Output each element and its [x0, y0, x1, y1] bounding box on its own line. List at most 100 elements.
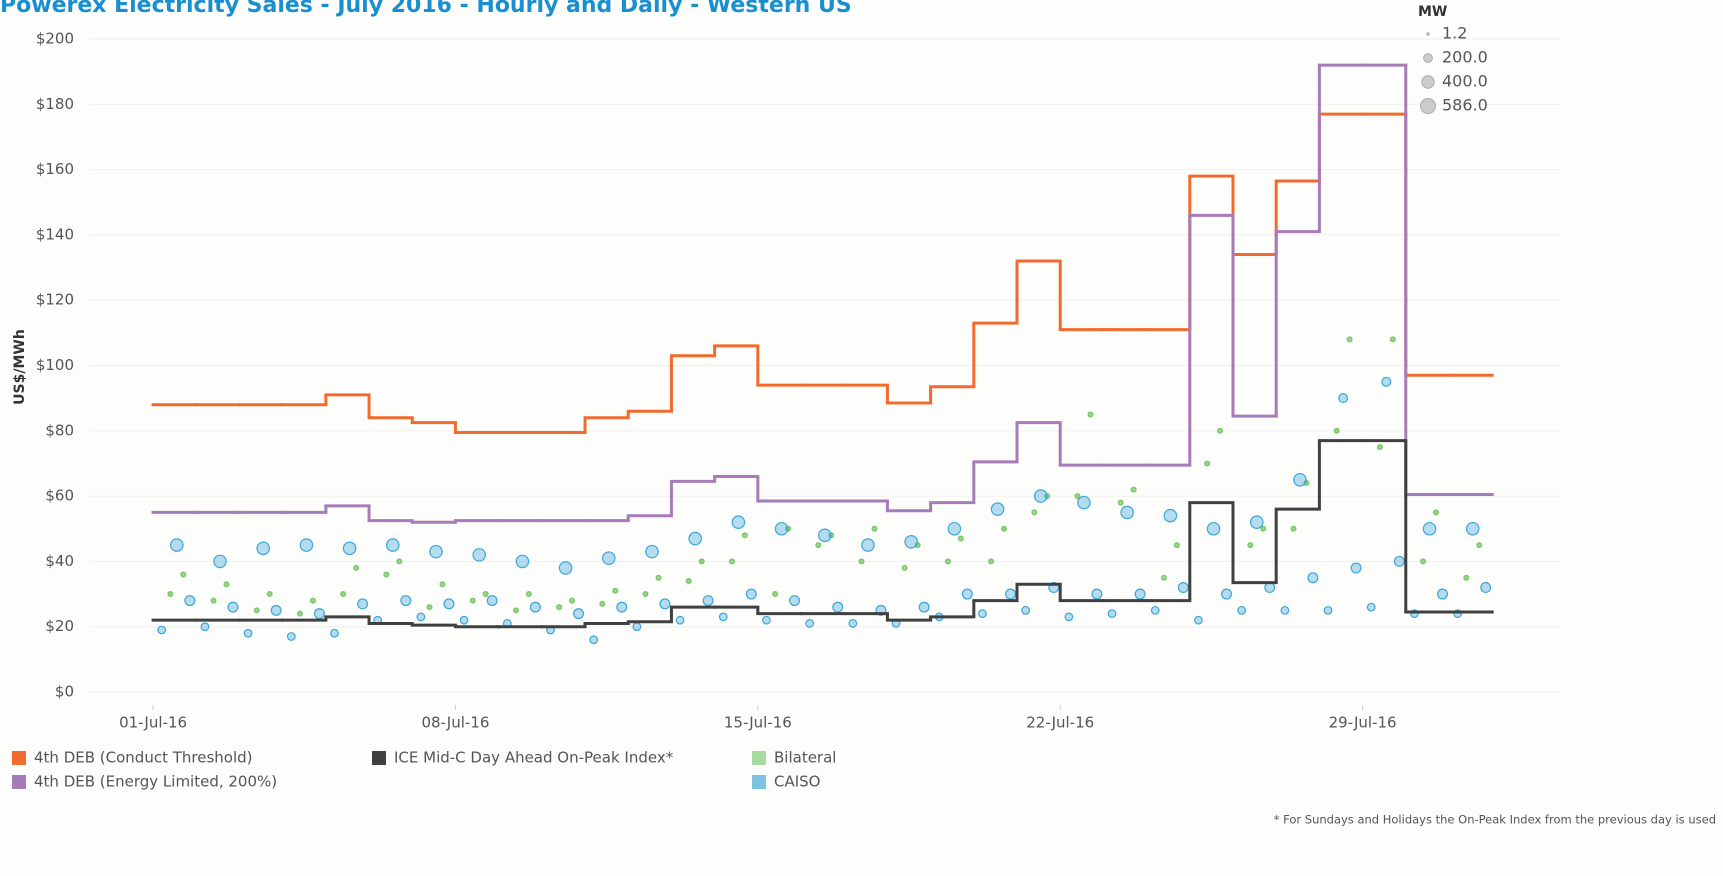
legend-swatch — [752, 775, 766, 789]
x-tick-label: 29-Jul-16 — [1329, 714, 1397, 732]
scatter-point — [256, 541, 271, 556]
scatter-point — [1476, 542, 1483, 549]
scatter-point — [558, 561, 573, 575]
legend-swatch — [752, 751, 766, 765]
step-series — [151, 439, 1494, 629]
scatter-point — [848, 619, 858, 628]
scatter-point — [286, 632, 296, 641]
scatter-point — [718, 612, 728, 622]
scatter-point — [1249, 515, 1264, 530]
scatter-point — [1087, 411, 1094, 418]
scatter-point — [1021, 605, 1031, 615]
x-tick-label: 08-Jul-16 — [421, 714, 489, 732]
y-tick-label: $160 — [36, 160, 74, 178]
scatter-point — [180, 571, 187, 578]
step-series — [151, 63, 1494, 524]
legend-swatch — [12, 775, 26, 789]
scatter-point — [1346, 336, 1353, 343]
scatter-point — [817, 528, 832, 543]
scatter-point — [357, 598, 369, 610]
scatter-point — [184, 595, 196, 607]
scatter-point — [1130, 486, 1137, 493]
scatter-point — [313, 608, 325, 620]
scatter-point — [655, 574, 662, 581]
scatter-point — [990, 502, 1005, 516]
scatter-series — [167, 336, 1483, 617]
y-tick-label: $60 — [45, 487, 74, 505]
chart-title: Powerex Electricity Sales - July 2016 - … — [0, 0, 852, 18]
scatter-point — [805, 619, 815, 628]
y-tick-label: $0 — [55, 683, 74, 701]
y-axis-label: US$/MWh — [12, 329, 28, 405]
y-tick-label: $100 — [36, 356, 74, 374]
scatter-point — [1247, 542, 1254, 549]
scatter-point — [1393, 555, 1405, 567]
scatter-point — [200, 622, 210, 632]
scatter-point — [459, 615, 469, 625]
scatter-point — [243, 628, 253, 638]
scatter-point — [486, 595, 498, 607]
scatter-point — [918, 601, 930, 613]
scatter-point — [1117, 499, 1124, 506]
scatter-point — [1204, 460, 1211, 467]
scatter-point — [330, 628, 339, 638]
scatter-point — [642, 591, 649, 598]
scatter-point — [1323, 605, 1333, 615]
scatter-point — [416, 612, 426, 622]
legend-swatch — [12, 751, 26, 765]
scatter-point — [1307, 572, 1319, 584]
scatter-point — [1005, 588, 1017, 600]
scatter-point — [170, 538, 184, 552]
scatter-point — [167, 591, 174, 598]
scatter-point — [602, 551, 616, 565]
step-series — [151, 112, 1494, 434]
scatter-point — [1293, 472, 1307, 487]
scatter-point — [525, 591, 532, 598]
scatter-point — [957, 535, 964, 542]
scatter-point — [675, 615, 685, 625]
legend-label: ICE Mid-C Day Ahead On-Peak Index* — [394, 749, 674, 767]
y-tick-label: $140 — [36, 225, 74, 243]
size-legend-mark — [1426, 32, 1430, 36]
scatter-point — [296, 610, 303, 617]
scatter-point — [223, 581, 230, 588]
scatter-point — [1217, 427, 1224, 434]
scatter-point — [947, 521, 962, 536]
y-tick-label: $20 — [45, 617, 74, 635]
scatter-point — [632, 622, 642, 632]
scatter-point — [1333, 427, 1340, 434]
scatter-point — [871, 525, 878, 532]
scatter-point — [299, 538, 314, 552]
scatter-point — [342, 541, 357, 556]
size-legend-mark — [1423, 53, 1433, 63]
scatter-point — [469, 597, 476, 604]
legend-swatch — [372, 751, 386, 765]
size-legend-label: 200.0 — [1442, 48, 1488, 67]
scatter-point — [1437, 588, 1449, 600]
scatter-point — [774, 521, 789, 536]
scatter-point — [745, 588, 757, 600]
scatter-point — [1237, 605, 1247, 615]
scatter-point — [861, 538, 875, 552]
scatter-point — [569, 597, 576, 604]
scatter-point — [383, 571, 390, 578]
x-tick-label: 22-Jul-16 — [1026, 714, 1094, 732]
size-legend-mark — [1421, 75, 1435, 89]
scatter-point — [1389, 336, 1396, 343]
scatter-point — [1107, 609, 1117, 619]
scatter-point — [698, 558, 705, 565]
scatter-point — [396, 558, 403, 565]
scatter-point — [1074, 493, 1081, 500]
scatter-point — [589, 635, 599, 645]
scatter-point — [832, 601, 844, 613]
scatter-point — [1366, 602, 1376, 612]
scatter-point — [429, 544, 443, 559]
size-legend-mark — [1420, 98, 1436, 114]
scatter-point — [1221, 588, 1233, 600]
scatter-point — [599, 600, 606, 607]
scatter-point — [762, 615, 771, 625]
size-legend-label: 1.2 — [1442, 24, 1467, 43]
scatter-point — [858, 558, 865, 565]
scatter-point — [529, 601, 541, 613]
